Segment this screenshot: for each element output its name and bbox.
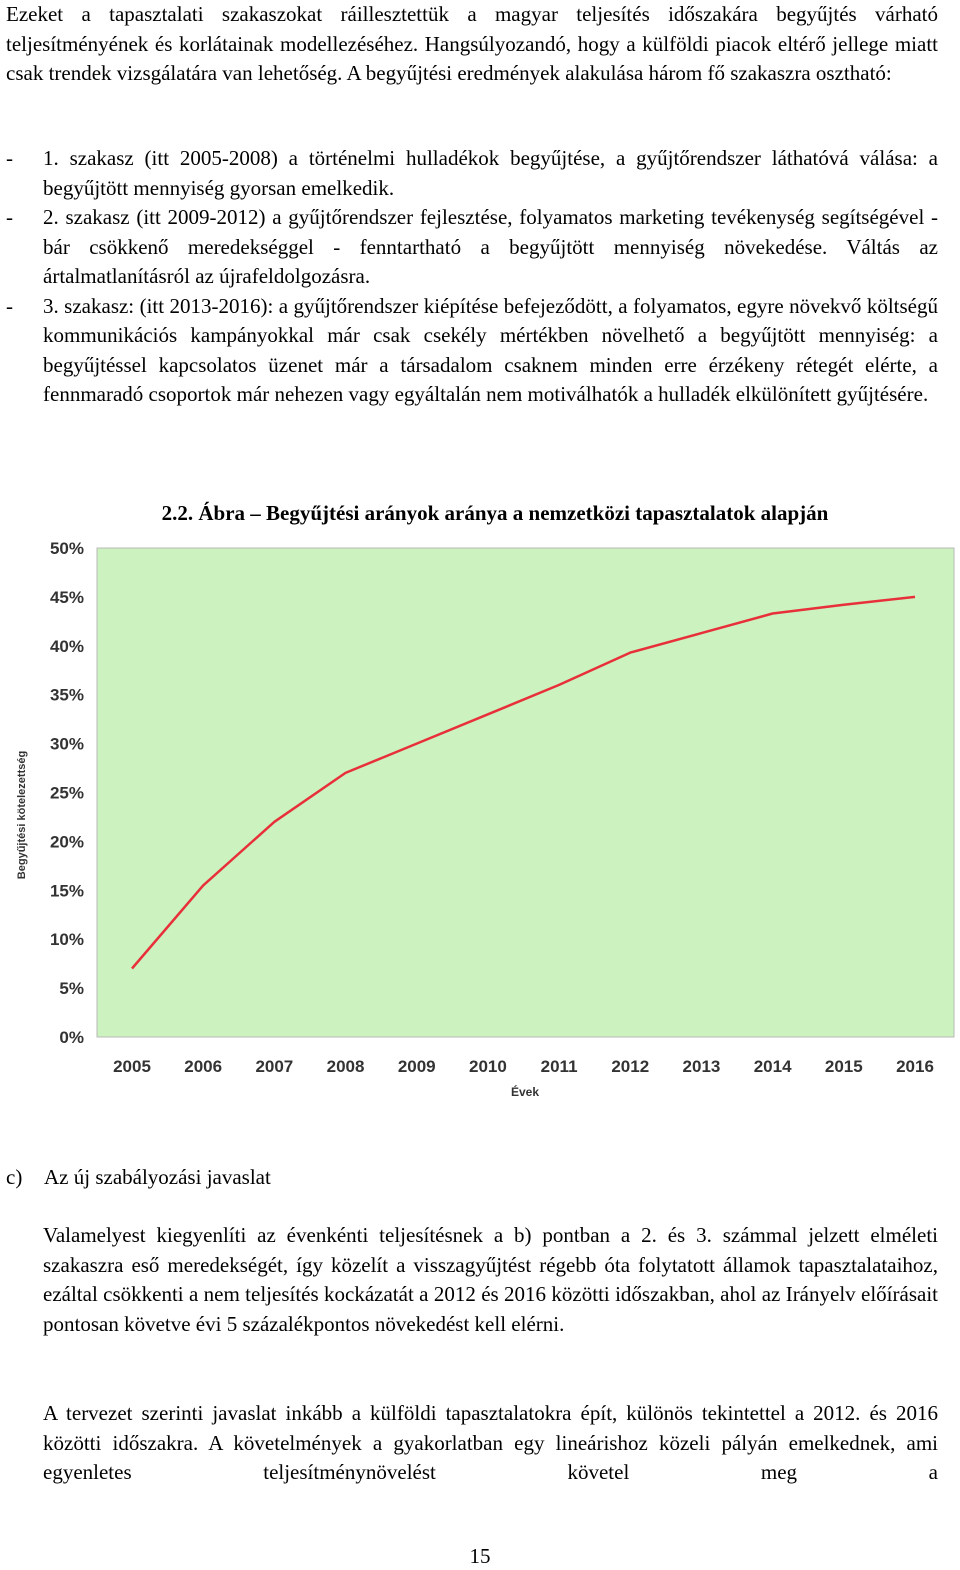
list-dash: - <box>6 205 13 229</box>
y-tick-label: 5% <box>59 979 84 998</box>
x-tick-label: 2012 <box>611 1057 649 1076</box>
section-title: Az új szabályozási javaslat <box>44 1165 271 1189</box>
section-c-heading: c) Az új szabályozási javaslat <box>6 1162 271 1192</box>
x-axis-label: Évek <box>511 1084 539 1099</box>
x-tick-label: 2015 <box>825 1057 863 1076</box>
x-tick-label: 2008 <box>327 1057 365 1076</box>
x-tick-label: 2007 <box>255 1057 293 1076</box>
y-axis-label: Begyűjtési kötelezettség <box>16 751 28 879</box>
y-tick-label: 0% <box>59 1028 84 1047</box>
phase-item: - 2. szakasz (itt 2009-2012) a gyűjtőrend… <box>6 203 938 292</box>
y-tick-label: 20% <box>50 832 84 851</box>
y-tick-label: 50% <box>50 539 84 558</box>
x-tick-label: 2014 <box>754 1057 792 1076</box>
y-tick-label: 40% <box>50 637 84 656</box>
x-tick-label: 2009 <box>398 1057 436 1076</box>
phase-text: 2. szakasz (itt 2009-2012) a gyűjtőrends… <box>43 205 938 288</box>
x-tick-label: 2006 <box>184 1057 222 1076</box>
phase-text: 1. szakasz (itt 2005-2008) a történelmi … <box>43 146 938 200</box>
intro-paragraph: Ezeket a tapasztalati szakaszokat ráille… <box>6 2 938 85</box>
phase-item: - 3. szakasz: (itt 2013-2016): a gyűjtőre… <box>6 292 938 410</box>
figure-caption: 2.2. Ábra – Begyűjtési arányok aránya a … <box>0 498 960 528</box>
phase-item: - 1. szakasz (itt 2005-2008) a történelmi… <box>6 144 938 203</box>
y-tick-label: 15% <box>50 881 84 900</box>
list-dash: - <box>6 293 13 318</box>
y-tick-label: 25% <box>50 784 84 803</box>
figure-caption-text: 2.2. Ábra – Begyűjtési arányok aránya a … <box>161 501 829 525</box>
plot-area <box>96 547 955 1038</box>
y-tick-label: 35% <box>50 686 84 705</box>
series-line <box>131 595 916 970</box>
y-tick-label: 10% <box>50 930 84 949</box>
section-marker: c) <box>6 1165 23 1189</box>
body-paragraph: Valamelyest kiegyenlíti az évenkénti tel… <box>43 1223 938 1336</box>
x-tick-label: 2013 <box>683 1057 721 1076</box>
y-tick-label: 45% <box>50 588 84 607</box>
y-tick-label: 30% <box>50 735 84 754</box>
x-tick-label: 2011 <box>541 1057 578 1076</box>
x-tick-label: 2010 <box>469 1057 507 1076</box>
body-paragraph: A tervezet szerinti javaslat inkább a kü… <box>43 1401 938 1485</box>
x-tick-label: 2005 <box>113 1057 151 1076</box>
list-dash: - <box>6 146 13 170</box>
x-tick-label: 2016 <box>896 1057 934 1076</box>
page-number: 15 <box>469 1544 491 1568</box>
phase-list: - 1. szakasz (itt 2005-2008) a történelmi… <box>6 144 938 410</box>
line-chart: 0% 5% 10% 15% 20% 25% 30% 35% 40% 45% 50% 2005 2006 2… <box>16 539 955 1099</box>
phase-text: 3. szakasz: (itt 2013-2016): a gyűjtőren… <box>43 293 938 407</box>
